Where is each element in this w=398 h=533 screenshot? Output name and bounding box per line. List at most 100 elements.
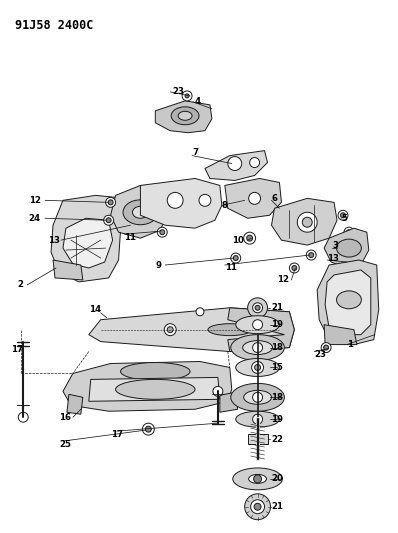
Text: 23: 23 [172, 87, 184, 96]
Polygon shape [324, 325, 357, 345]
Polygon shape [63, 218, 113, 268]
Circle shape [292, 265, 297, 270]
Circle shape [302, 217, 312, 227]
Circle shape [249, 192, 261, 204]
Polygon shape [325, 270, 371, 335]
Circle shape [213, 386, 223, 397]
Ellipse shape [236, 316, 279, 334]
Text: 3: 3 [332, 240, 338, 249]
Circle shape [253, 392, 263, 402]
Ellipse shape [249, 474, 267, 483]
Circle shape [196, 308, 204, 316]
Text: 16: 16 [59, 413, 71, 422]
Polygon shape [53, 260, 83, 280]
Circle shape [341, 213, 345, 218]
Polygon shape [225, 179, 281, 218]
Ellipse shape [208, 324, 252, 336]
Circle shape [231, 253, 241, 263]
Polygon shape [324, 228, 369, 268]
Polygon shape [271, 198, 337, 245]
Circle shape [254, 475, 261, 483]
Circle shape [157, 227, 167, 237]
Polygon shape [248, 434, 267, 444]
Circle shape [103, 215, 113, 225]
Circle shape [233, 255, 238, 261]
Circle shape [253, 303, 263, 313]
Text: 8: 8 [222, 201, 228, 210]
Circle shape [228, 157, 242, 171]
Text: 20: 20 [271, 474, 283, 483]
Circle shape [167, 327, 173, 333]
Ellipse shape [231, 383, 285, 411]
Circle shape [309, 253, 314, 257]
Ellipse shape [171, 107, 199, 125]
Text: 11: 11 [125, 232, 137, 241]
Polygon shape [205, 151, 267, 181]
Text: 5: 5 [341, 214, 347, 223]
Circle shape [247, 235, 253, 241]
Circle shape [167, 192, 183, 208]
Circle shape [252, 361, 263, 374]
Text: 21: 21 [271, 502, 283, 511]
Text: 17: 17 [111, 430, 123, 439]
Circle shape [199, 195, 211, 206]
Text: 25: 25 [59, 440, 71, 449]
Circle shape [255, 365, 261, 370]
Text: 1: 1 [347, 340, 353, 349]
Text: 18: 18 [271, 343, 283, 352]
Polygon shape [63, 361, 232, 411]
Circle shape [324, 345, 329, 350]
Circle shape [254, 503, 261, 510]
Circle shape [160, 230, 165, 235]
Ellipse shape [236, 411, 279, 427]
Circle shape [248, 298, 267, 318]
Polygon shape [111, 185, 168, 238]
Circle shape [18, 412, 28, 422]
Polygon shape [228, 308, 295, 352]
Text: 13: 13 [327, 254, 339, 263]
Text: 14: 14 [89, 305, 101, 314]
Circle shape [164, 324, 176, 336]
Text: 18: 18 [271, 393, 283, 402]
Ellipse shape [337, 291, 361, 309]
Text: 9: 9 [155, 261, 161, 270]
Circle shape [306, 250, 316, 260]
Circle shape [245, 494, 271, 520]
Circle shape [253, 320, 263, 330]
Text: 23: 23 [314, 350, 326, 359]
Circle shape [253, 414, 263, 424]
Ellipse shape [121, 362, 190, 381]
Text: 17: 17 [11, 345, 23, 354]
Circle shape [344, 227, 354, 237]
Polygon shape [140, 179, 222, 228]
Circle shape [145, 426, 151, 432]
Text: 12: 12 [29, 196, 41, 205]
Polygon shape [67, 394, 83, 414]
Text: 22: 22 [271, 434, 283, 443]
Ellipse shape [243, 341, 273, 354]
Circle shape [253, 343, 263, 352]
Circle shape [251, 500, 265, 514]
Polygon shape [220, 392, 238, 412]
Circle shape [321, 343, 331, 352]
Text: 10: 10 [232, 236, 244, 245]
Ellipse shape [244, 390, 271, 404]
Polygon shape [317, 260, 379, 345]
Circle shape [142, 423, 154, 435]
Circle shape [185, 94, 189, 98]
Polygon shape [155, 101, 212, 133]
Polygon shape [89, 308, 295, 352]
Text: 19: 19 [271, 415, 283, 424]
Text: 15: 15 [271, 363, 283, 372]
Text: 2: 2 [17, 280, 23, 289]
Circle shape [289, 263, 299, 273]
Circle shape [338, 211, 348, 220]
Circle shape [255, 305, 260, 310]
Ellipse shape [133, 206, 148, 218]
Circle shape [182, 91, 192, 101]
Text: 21: 21 [271, 303, 283, 312]
Text: 13: 13 [48, 236, 60, 245]
Circle shape [297, 212, 317, 232]
Polygon shape [51, 196, 129, 282]
Ellipse shape [123, 200, 158, 225]
